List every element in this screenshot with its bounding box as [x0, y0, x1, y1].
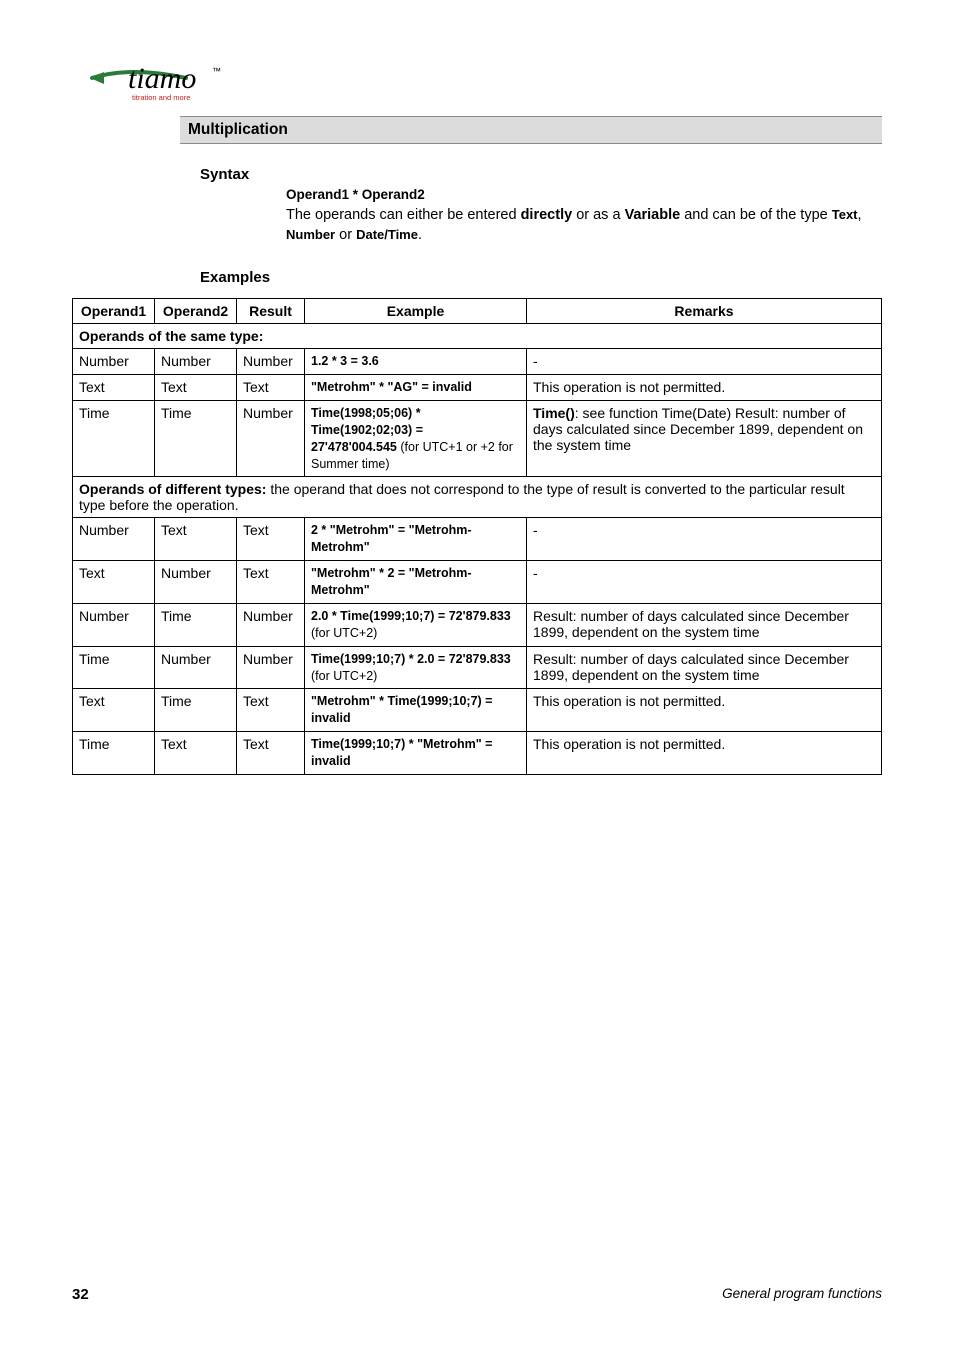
table-row: Text Text Text "Metrohm" * "AG" = invali…	[73, 375, 882, 401]
syntax-expression: Operand1 * Operand2	[286, 187, 882, 202]
table-row: Time Number Number Time(1999;10;7) * 2.0…	[73, 646, 882, 689]
syntax-heading: Syntax	[200, 166, 882, 183]
col-result: Result	[237, 299, 305, 324]
page-footer: 32 General program functions	[72, 1286, 882, 1303]
col-remarks: Remarks	[527, 299, 882, 324]
col-example: Example	[305, 299, 527, 324]
examples-heading: Examples	[200, 269, 882, 286]
remarks-time-time: Time(): see function Time(Date) Result: …	[527, 400, 882, 477]
group-diff-type-row: Operands of different types: the operand…	[73, 477, 882, 518]
section-title-bar: Multiplication	[180, 116, 882, 144]
syntax-explain: The operands can either be entered direc…	[286, 206, 882, 245]
table-header-row: Operand1 Operand2 Result Example Remarks	[73, 299, 882, 324]
footer-section-label: General program functions	[722, 1286, 882, 1303]
brand-logo: tiamo ™ titration and more	[90, 58, 882, 106]
table-row: Number Text Text 2 * "Metrohm" = "Metroh…	[73, 518, 882, 561]
logo-text: tiamo	[128, 62, 196, 95]
table-row: Time Time Number Time(1998;05;06) * Time…	[73, 400, 882, 477]
logo-tagline: titration and more	[132, 93, 190, 102]
table-row: Time Text Text Time(1999;10;7) * "Metroh…	[73, 732, 882, 775]
examples-table: Operand1 Operand2 Result Example Remarks…	[72, 298, 882, 775]
col-operand1: Operand1	[73, 299, 155, 324]
page-number: 32	[72, 1286, 89, 1303]
group-same-type-row: Operands of the same type:	[73, 324, 882, 349]
table-row: Text Time Text "Metrohm" * Time(1999;10;…	[73, 689, 882, 732]
table-row: Number Time Number 2.0 * Time(1999;10;7)…	[73, 603, 882, 646]
section-title: Multiplication	[188, 121, 288, 138]
table-row: Number Number Number 1.2 * 3 = 3.6 -	[73, 349, 882, 375]
example-time-time: Time(1998;05;06) * Time(1902;02;03) = 27…	[305, 400, 527, 477]
table-row: Text Number Text "Metrohm" * 2 = "Metroh…	[73, 561, 882, 604]
col-operand2: Operand2	[155, 299, 237, 324]
svg-text:™: ™	[212, 66, 221, 76]
